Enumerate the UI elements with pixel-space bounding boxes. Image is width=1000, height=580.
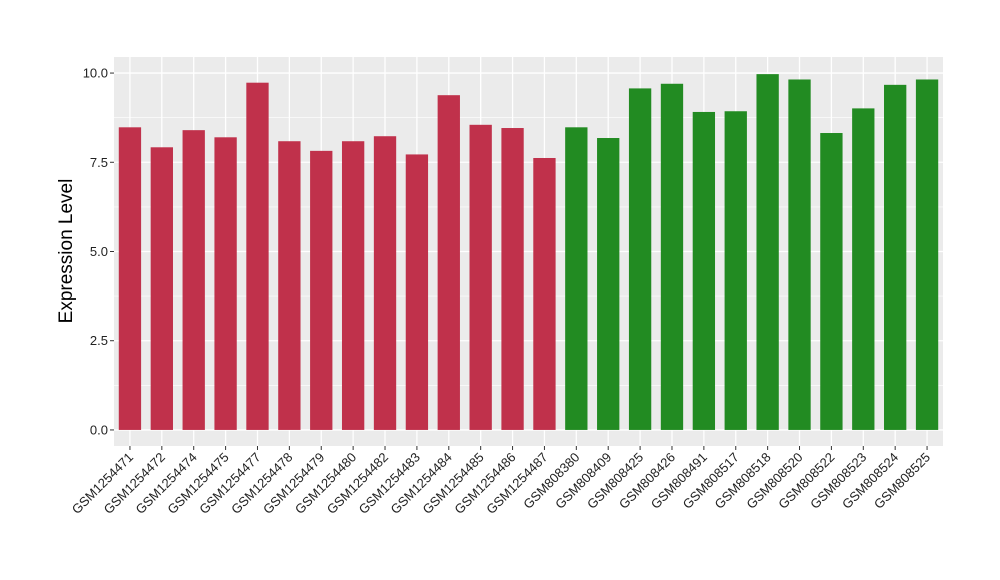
y-tick-label: 10.0 — [83, 66, 108, 81]
bar-GSM1254486 — [501, 128, 524, 430]
bar-GSM1254479 — [310, 150, 333, 430]
y-tick-label: 5.0 — [90, 244, 108, 259]
bar-GSM808525 — [915, 79, 939, 430]
bar-GSM1254475 — [214, 137, 237, 430]
x-axis: GSM1254471GSM1254472GSM1254474GSM1254475… — [69, 446, 933, 517]
bar-GSM1254471 — [118, 127, 142, 430]
bar-GSM808517 — [724, 111, 747, 430]
bar-GSM1254485 — [469, 124, 492, 430]
y-axis-title: Expression Level — [56, 179, 77, 324]
y-tick-label: 0.0 — [90, 422, 108, 437]
bar-GSM1254483 — [405, 154, 429, 430]
bar-GSM808380 — [565, 127, 588, 430]
bar-GSM808518 — [756, 74, 779, 430]
bar-GSM808523 — [852, 108, 875, 430]
bar-GSM808520 — [788, 79, 811, 430]
bar-GSM1254480 — [341, 141, 365, 430]
bar-GSM808524 — [884, 84, 907, 430]
y-tick-label: 7.5 — [90, 155, 108, 170]
bar-GSM808409 — [597, 138, 620, 430]
bar-GSM1254477 — [246, 82, 269, 430]
bar-GSM808522 — [820, 133, 843, 430]
bar-GSM808425 — [628, 88, 652, 430]
bar-GSM1254474 — [182, 130, 205, 430]
bar-GSM1254472 — [150, 147, 173, 430]
bar-GSM1254482 — [373, 136, 397, 430]
bars — [118, 74, 939, 430]
bar-GSM1254478 — [278, 141, 301, 430]
bar-GSM1254487 — [533, 157, 556, 430]
bar-GSM808491 — [692, 111, 716, 430]
y-axis: 0.0 2.5 5.0 7.5 10.0 — [83, 66, 114, 437]
y-tick-label: 2.5 — [90, 333, 108, 348]
bar-GSM1254484 — [437, 95, 460, 430]
bar-GSM808426 — [660, 83, 684, 430]
